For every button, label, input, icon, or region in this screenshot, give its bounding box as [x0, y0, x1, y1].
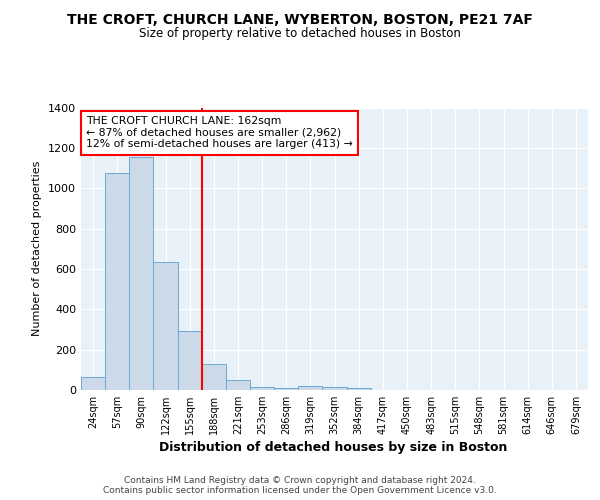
- Text: Size of property relative to detached houses in Boston: Size of property relative to detached ho…: [139, 28, 461, 40]
- Bar: [298, 386, 322, 390]
- Bar: [347, 388, 371, 390]
- Bar: [154, 262, 178, 390]
- Text: Contains HM Land Registry data © Crown copyright and database right 2024.
Contai: Contains HM Land Registry data © Crown c…: [103, 476, 497, 495]
- Text: Distribution of detached houses by size in Boston: Distribution of detached houses by size …: [159, 441, 507, 454]
- Text: THE CROFT, CHURCH LANE, WYBERTON, BOSTON, PE21 7AF: THE CROFT, CHURCH LANE, WYBERTON, BOSTON…: [67, 12, 533, 26]
- Bar: [129, 157, 154, 390]
- Bar: [178, 332, 202, 390]
- Y-axis label: Number of detached properties: Number of detached properties: [32, 161, 43, 336]
- Bar: [274, 388, 298, 390]
- Bar: [250, 387, 274, 390]
- Bar: [81, 377, 105, 390]
- Bar: [105, 173, 129, 390]
- Bar: [202, 364, 226, 390]
- Text: THE CROFT CHURCH LANE: 162sqm
← 87% of detached houses are smaller (2,962)
12% o: THE CROFT CHURCH LANE: 162sqm ← 87% of d…: [86, 116, 353, 149]
- Bar: [226, 380, 250, 390]
- Bar: [322, 387, 347, 390]
